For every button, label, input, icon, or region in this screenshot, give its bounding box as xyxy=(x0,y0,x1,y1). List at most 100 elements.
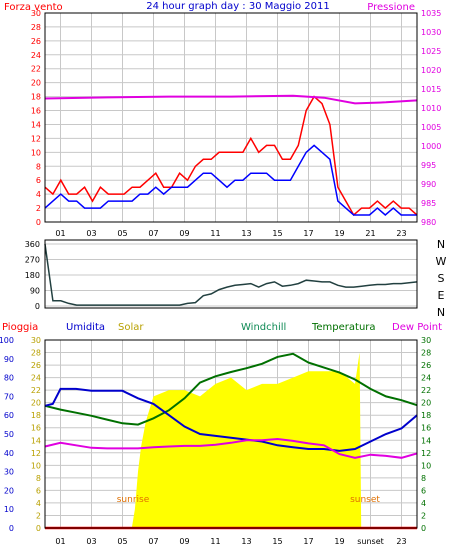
direction-tick-label: 90 xyxy=(30,287,40,296)
pressure-line xyxy=(44,94,418,105)
humidity-tick-label: 50 xyxy=(4,430,14,439)
left-tick-label: 0 xyxy=(36,218,41,227)
x-tick-label: 11 xyxy=(210,537,220,546)
left-axis-label-forza-vento: Forza vento xyxy=(4,2,63,13)
x-tick-label: 07 xyxy=(148,229,158,238)
solar-area xyxy=(45,352,362,528)
temperature-tick-label: 0 xyxy=(36,524,41,533)
left-tick-label: 20 xyxy=(31,79,41,88)
dewpoint-line xyxy=(44,437,418,459)
right-tick-label: 10 xyxy=(421,461,431,470)
left-tick-label: 10 xyxy=(31,148,41,157)
right-tick-label: 1020 xyxy=(421,66,441,75)
left-tick-label: 8 xyxy=(36,162,41,171)
left-tick-label: 2 xyxy=(36,204,41,213)
right-tick-label: 16 xyxy=(421,424,431,433)
x-tick-label: 13 xyxy=(241,229,251,238)
x-tick-label: 19 xyxy=(334,229,344,238)
right-tick-label: 1035 xyxy=(421,9,441,18)
gust-line xyxy=(44,95,418,217)
direction-tick-label: 270 xyxy=(25,256,40,265)
panel1-series xyxy=(44,94,418,217)
right-tick-label: 14 xyxy=(421,436,431,445)
temperature-tick-label: 30 xyxy=(31,336,41,345)
wind-line xyxy=(44,144,417,216)
temperature-tick-label: 26 xyxy=(31,361,41,370)
panel3-x-ticks: 01 03 05 07 09 11 13 15 17 19 sunset 23 xyxy=(55,537,406,546)
right-tick-label: 1000 xyxy=(421,142,441,151)
direction-tick-label: 0 xyxy=(35,302,40,311)
compass-label: E xyxy=(438,289,445,302)
humidity-tick-label: 0 xyxy=(9,524,14,533)
panel1-x-ticks: 01 03 05 07 09 11 13 15 17 19 21 23 xyxy=(55,229,406,238)
temperature-tick-label: 20 xyxy=(31,399,41,408)
temperature-humidity-panel: Pioggia Umidita Solar Windchill Temperatura D… xyxy=(0,322,442,546)
temperature-tick-label: 4 xyxy=(36,499,41,508)
x-tick-label: 15 xyxy=(272,537,282,546)
right-tick-label: 26 xyxy=(421,361,431,370)
x-tick-label: 17 xyxy=(303,537,313,546)
humidity-tick-label: 30 xyxy=(4,468,14,477)
humidity-tick-label: 10 xyxy=(4,505,14,514)
left-tick-label: 30 xyxy=(31,9,41,18)
compass-label: N xyxy=(437,306,445,319)
right-tick-label: 30 xyxy=(421,336,431,345)
left-tick-label: 24 xyxy=(31,51,41,60)
panel2-frame xyxy=(44,239,418,309)
right-tick-label: 22 xyxy=(421,386,431,395)
left-tick-label: 16 xyxy=(31,107,41,116)
compass-label: N xyxy=(437,238,445,251)
x-tick-label: 19 xyxy=(334,537,344,546)
wind-direction-line xyxy=(44,243,418,306)
right-tick-label: 2 xyxy=(421,511,426,520)
panel2-left-ticks: 0 90 180 270 360 xyxy=(25,240,40,311)
left-tick-label: 6 xyxy=(36,176,41,185)
left-tick-label: 28 xyxy=(31,23,41,32)
right-tick-label: 24 xyxy=(421,374,431,383)
x-tick-label: 03 xyxy=(86,229,96,238)
x-tick-label: sunset xyxy=(357,537,384,546)
right-tick-label: 990 xyxy=(421,180,436,189)
right-tick-label: 8 xyxy=(421,474,426,483)
legend-item: Dew Point xyxy=(392,322,442,333)
panel1-right-ticks: 980 985 990 995 1000 1005 1010 1015 1020 1025 1030… xyxy=(421,9,441,227)
right-tick-label: 0 xyxy=(421,524,426,533)
temperature-tick-label: 2 xyxy=(36,511,41,520)
sunset-label: sunset xyxy=(350,495,380,505)
direction-tick-label: 360 xyxy=(25,240,40,249)
compass-label: W xyxy=(436,255,447,268)
panel1-frame xyxy=(44,12,418,223)
right-tick-label: 4 xyxy=(421,499,426,508)
right-tick-label: 995 xyxy=(421,161,436,170)
humidity-tick-label: 80 xyxy=(4,374,14,383)
temperature-line xyxy=(44,352,418,426)
x-tick-label: 15 xyxy=(272,229,282,238)
right-tick-label: 985 xyxy=(421,199,436,208)
right-tick-label: 18 xyxy=(421,411,431,420)
temperature-tick-label: 18 xyxy=(31,411,41,420)
humidity-tick-label: 70 xyxy=(4,392,14,401)
right-tick-label: 20 xyxy=(421,399,431,408)
right-tick-label: 1010 xyxy=(421,104,441,113)
right-tick-label: 1005 xyxy=(421,123,441,132)
right-tick-label: 12 xyxy=(421,449,431,458)
wind-pressure-panel: Forza vento Pressione 024681012141618202… xyxy=(4,2,441,238)
panel3-frame xyxy=(44,339,418,529)
x-tick-label: 05 xyxy=(117,229,127,238)
x-tick-label: 07 xyxy=(148,537,158,546)
humidity-tick-label: 60 xyxy=(4,411,14,420)
page-title: 24 hour graph day : 30 Maggio 2011 xyxy=(146,1,329,12)
right-tick-label: 1025 xyxy=(421,47,441,56)
right-tick-label: 1015 xyxy=(421,85,441,94)
right-axis-label-pressione: Pressione xyxy=(367,2,415,13)
right-tick-label: 6 xyxy=(421,486,426,495)
temperature-tick-label: 24 xyxy=(31,374,41,383)
left-tick-label: 18 xyxy=(31,93,41,102)
direction-tick-label: 180 xyxy=(25,271,40,280)
x-tick-label: 23 xyxy=(396,537,406,546)
x-tick-label: 01 xyxy=(55,229,65,238)
